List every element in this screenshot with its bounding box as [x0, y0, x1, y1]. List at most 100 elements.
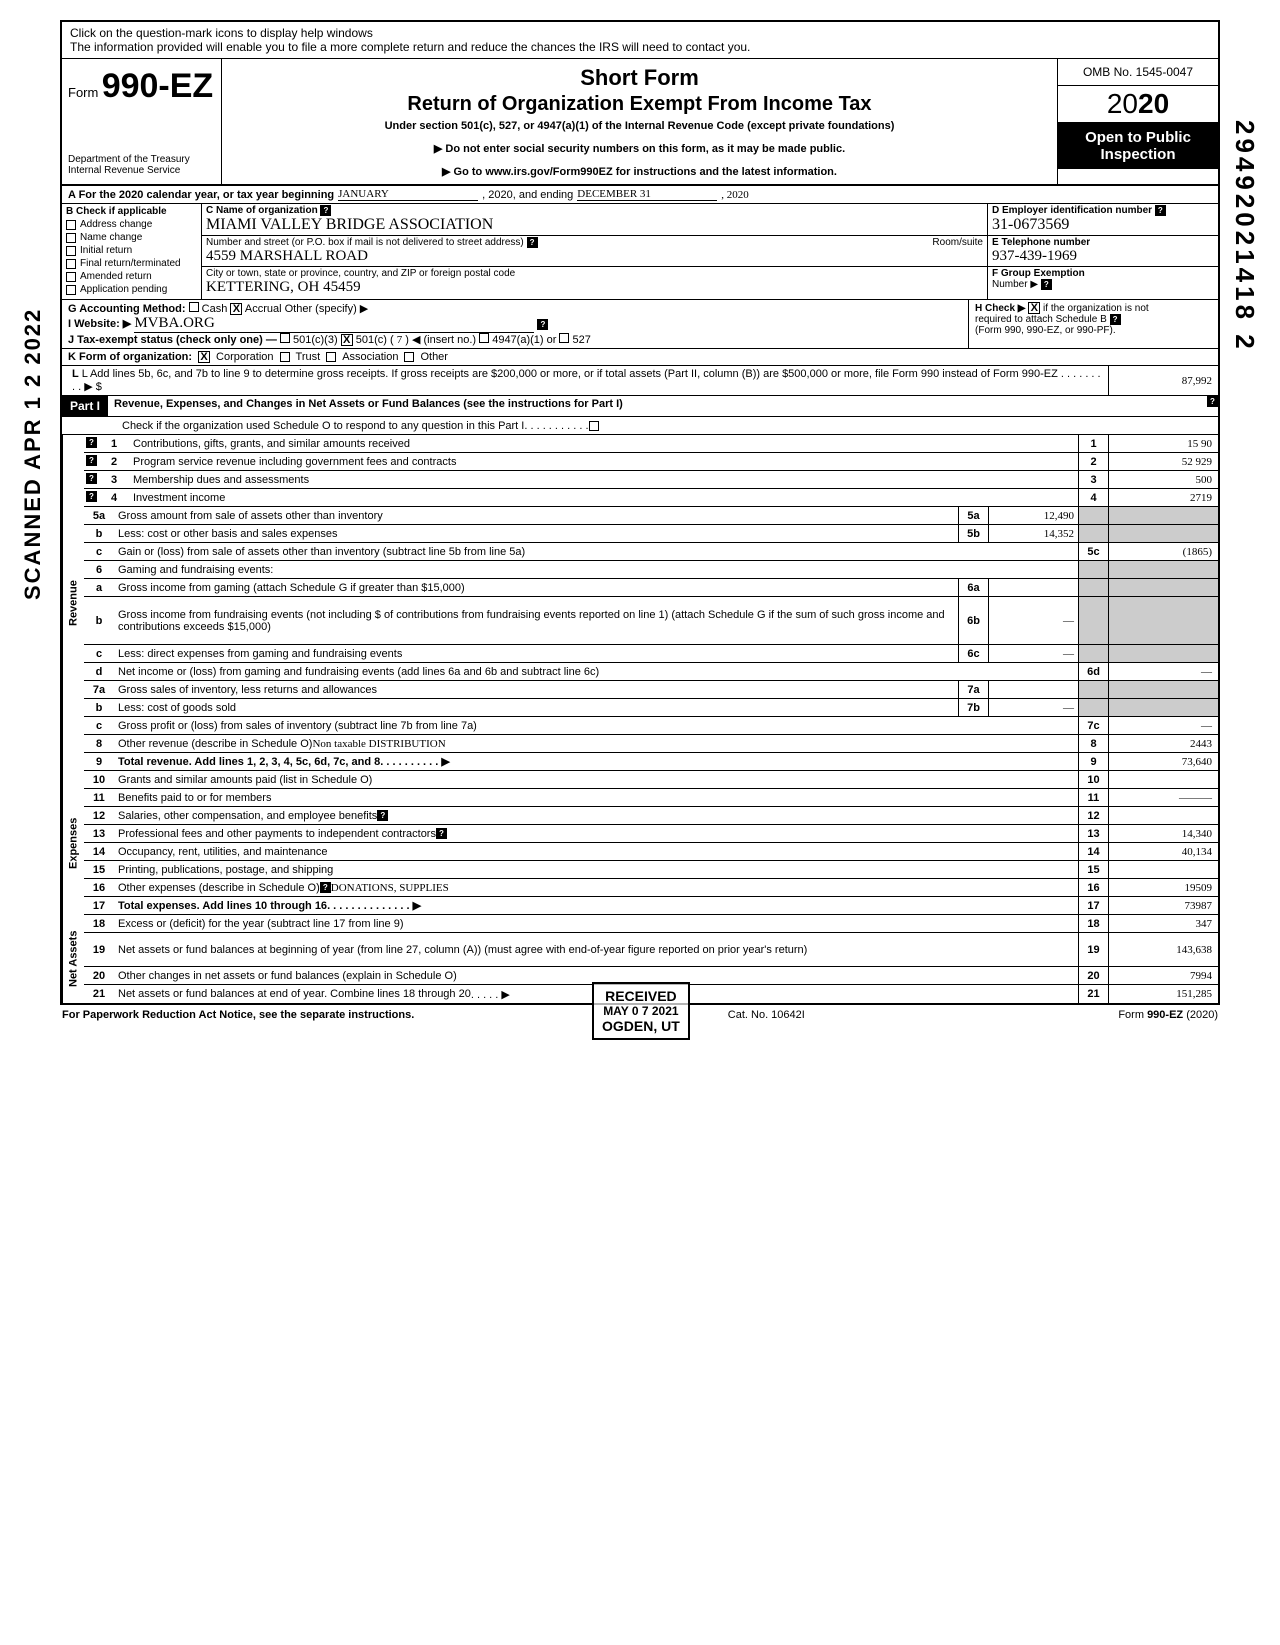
line-6b-val: — [988, 597, 1078, 644]
line-10-desc: Grants and similar amounts paid (list in… [118, 774, 372, 786]
line-5c-val: (1865) [1108, 543, 1218, 560]
line-21-val: 151,285 [1108, 985, 1218, 1003]
chk-4947[interactable] [479, 333, 489, 343]
line-17-val: 73987 [1108, 897, 1218, 914]
line-21-desc: Net assets or fund balances at end of ye… [118, 988, 471, 1000]
line-4-val: 2719 [1108, 489, 1218, 506]
chk-accrual[interactable]: X [230, 303, 242, 315]
help-icon[interactable]: ? [1041, 279, 1052, 290]
org-name: MIAMI VALLEY BRIDGE ASSOCIATION [206, 216, 493, 233]
help-icon[interactable]: ? [1207, 396, 1218, 407]
vert-netassets: Net Assets [62, 915, 84, 1003]
help-icon[interactable]: ? [86, 473, 97, 484]
stamp-received-text: RECEIVED [602, 988, 680, 1004]
chk-501c3[interactable] [280, 333, 290, 343]
e-label: E Telephone number [992, 237, 1090, 248]
help-icon[interactable]: ? [86, 455, 97, 466]
row-l: L L Add lines 5b, 6c, and 7b to line 9 t… [62, 366, 1218, 396]
row-a-tax-year: A For the 2020 calendar year, or tax yea… [62, 186, 1218, 204]
501c-num: 7 [397, 334, 403, 346]
city-label: City or town, state or province, country… [206, 268, 515, 279]
header: Form 990-EZ Department of the Treasury I… [62, 59, 1218, 186]
chk-cash[interactable] [189, 302, 199, 312]
line-5b-val: 14,352 [988, 525, 1078, 542]
arrow-ssn: ▶ Do not enter social security numbers o… [232, 142, 1047, 155]
chk-h[interactable]: X [1028, 302, 1040, 314]
addr-label: Number and street (or P.O. box if mail i… [206, 237, 524, 248]
chk-corporation[interactable]: X [198, 351, 210, 363]
line-6d-val: — [1108, 663, 1218, 680]
col-c: C Name of organization ? MIAMI VALLEY BR… [202, 204, 988, 299]
open-public-2: Inspection [1062, 146, 1214, 163]
dept-treasury: Department of the Treasury [68, 154, 215, 165]
f-label2: Number ▶ [992, 279, 1038, 290]
line-12-val [1108, 807, 1218, 824]
line-6a-val [988, 579, 1078, 596]
help-icon[interactable]: ? [86, 437, 97, 448]
help-icon[interactable]: ? [436, 828, 447, 839]
chk-501c[interactable]: X [341, 334, 353, 346]
chk-schedule-o[interactable] [589, 421, 599, 431]
c-name-label: C Name of organization [206, 205, 318, 216]
chk-527[interactable] [559, 333, 569, 343]
l-value: 87,992 [1108, 366, 1218, 395]
line-19-desc: Net assets or fund balances at beginning… [118, 944, 807, 956]
line-7a-val [988, 681, 1078, 698]
line-7a-desc: Gross sales of inventory, less returns a… [118, 684, 377, 696]
line-8-hw: Non taxable DISTRIBUTION [312, 738, 445, 750]
help-icon[interactable]: ? [1110, 314, 1121, 325]
line-10-val [1108, 771, 1218, 788]
line-7b-val: — [988, 699, 1078, 716]
line-6b-desc: Gross income from fundraising events (no… [118, 609, 954, 633]
chk-name-change[interactable]: Name change [66, 232, 197, 243]
ein-value: 31-0673569 [992, 216, 1069, 233]
help-icon[interactable]: ? [527, 237, 538, 248]
row-a-label: A For the 2020 calendar year, or tax yea… [68, 189, 334, 201]
help-icon[interactable]: ? [86, 491, 97, 502]
help-line1: Click on the question-mark icons to disp… [70, 26, 1210, 40]
help-icon[interactable]: ? [320, 882, 331, 893]
line-8-desc: Other revenue (describe in Schedule O) [118, 738, 312, 750]
chk-initial-return[interactable]: Initial return [66, 245, 197, 256]
line-6c-val: — [988, 645, 1078, 662]
chk-address-change[interactable]: Address change [66, 219, 197, 230]
line-14-val: 40,134 [1108, 843, 1218, 860]
header-center: Short Form Return of Organization Exempt… [222, 59, 1058, 184]
footer-center: Cat. No. 10642I [728, 1009, 805, 1021]
line-14-desc: Occupancy, rent, utilities, and maintena… [118, 846, 328, 858]
chk-other[interactable] [404, 352, 414, 362]
return-title: Return of Organization Exempt From Incom… [232, 93, 1047, 116]
help-icon[interactable]: ? [1155, 205, 1166, 216]
chk-final-return[interactable]: Final return/terminated [66, 258, 197, 269]
k-label: K Form of organization: [68, 351, 192, 363]
short-form-title: Short Form [232, 65, 1047, 91]
chk-association[interactable] [326, 352, 336, 362]
line-16-hw: DONATIONS, SUPPLIES [331, 882, 449, 894]
row-a-begin: JANUARY [338, 188, 478, 201]
org-address: 4559 MARSHALL ROAD [206, 248, 368, 264]
received-stamp: RECEIVED MAY 0 7 2021 OGDEN, UT [592, 982, 690, 1040]
line-17-desc: Total expenses. Add lines 10 through 16 [118, 900, 327, 912]
line-3-val: 500 [1108, 471, 1218, 488]
help-icon[interactable]: ? [537, 319, 548, 330]
line-11-desc: Benefits paid to or for members [118, 792, 271, 804]
chk-amended-return[interactable]: Amended return [66, 271, 197, 282]
chk-application-pending[interactable]: Application pending [66, 284, 197, 295]
revenue-section: Revenue ?1Contributions, gifts, grants, … [62, 435, 1218, 771]
h-label: H Check ▶ [975, 303, 1025, 314]
help-icon[interactable]: ? [320, 205, 331, 216]
vert-revenue: Revenue [62, 435, 84, 771]
line-4-desc: Investment income [133, 492, 225, 504]
chk-trust[interactable] [280, 352, 290, 362]
help-icon[interactable]: ? [377, 810, 388, 821]
line-18-val: 347 [1108, 915, 1218, 932]
phone-value: 937-439-1969 [992, 248, 1077, 264]
line-20-val: 7994 [1108, 967, 1218, 984]
line-8-val: 2443 [1108, 735, 1218, 752]
tax-year: 2020 [1058, 86, 1218, 123]
line-18-desc: Excess or (deficit) for the year (subtra… [118, 918, 404, 930]
line-3-desc: Membership dues and assessments [133, 474, 309, 486]
line-5a-desc: Gross amount from sale of assets other t… [118, 510, 383, 522]
footer-left: For Paperwork Reduction Act Notice, see … [62, 1009, 414, 1021]
section-b-c-d-e-f: B Check if applicable Address change Nam… [62, 204, 1218, 300]
